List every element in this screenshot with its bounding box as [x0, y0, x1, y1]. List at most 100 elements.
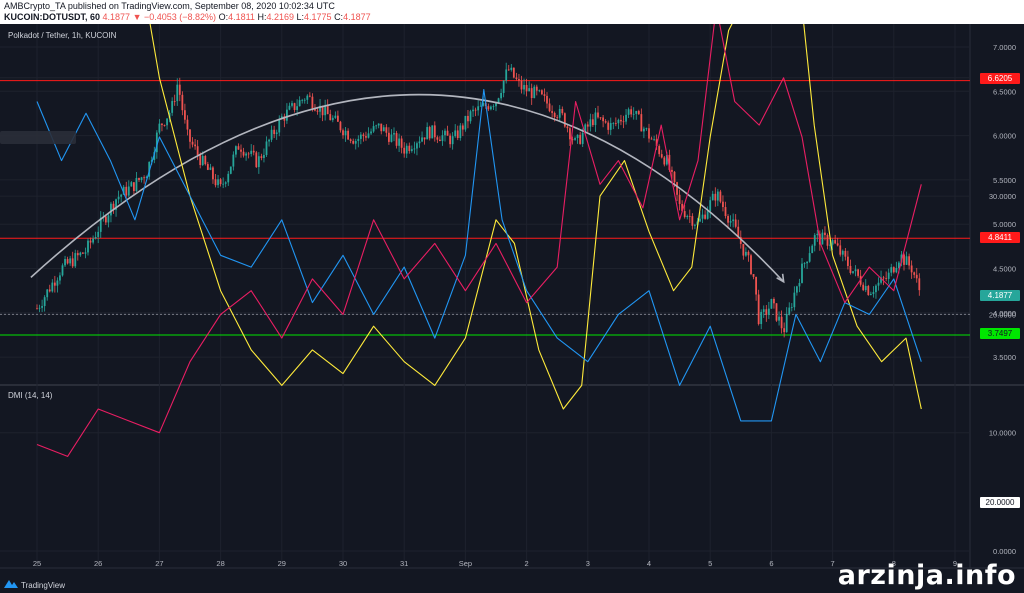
price-change: ▼ −0.4053 (−8.82%) — [132, 12, 217, 22]
candle-up — [97, 231, 100, 237]
candle-up — [472, 109, 474, 112]
candle-up — [581, 133, 584, 144]
candle-up — [576, 134, 579, 139]
candle-down — [915, 274, 918, 279]
candle-down — [839, 245, 842, 255]
candle-up — [375, 125, 378, 127]
candle-up — [324, 105, 327, 116]
arc-arrowhead — [776, 273, 785, 284]
candle-down — [836, 243, 839, 246]
candle-down — [507, 69, 510, 71]
candle-up — [574, 138, 576, 140]
candle-up — [171, 101, 174, 113]
candle-up — [176, 84, 179, 102]
candle-down — [184, 110, 186, 120]
candle-up — [816, 233, 819, 236]
open-label: O: — [218, 12, 229, 22]
candle-up — [87, 240, 89, 253]
candle-up — [222, 183, 225, 185]
candle-up — [864, 286, 867, 291]
candle-down — [189, 129, 191, 142]
candle-down — [428, 127, 431, 139]
candle-down — [780, 316, 783, 329]
candle-up — [209, 167, 212, 170]
low-label: L: — [296, 12, 305, 22]
candle-up — [699, 218, 701, 222]
candle-down — [650, 138, 653, 140]
candle-down — [474, 109, 477, 111]
candle-up — [880, 277, 882, 283]
candle-up — [426, 127, 429, 140]
symbol-label: KUCOIN:DOTUSDT, 60 — [4, 12, 101, 22]
candle-up — [227, 173, 230, 183]
candle-up — [505, 69, 508, 81]
candle-down — [449, 135, 451, 145]
candle-up — [609, 123, 612, 130]
candle-up — [900, 254, 903, 263]
candle-down — [365, 136, 367, 138]
candle-up — [665, 154, 668, 165]
candle-up — [696, 221, 699, 225]
candle-up — [217, 179, 219, 186]
candle-up — [898, 262, 900, 269]
candle-down — [252, 150, 255, 153]
candle-down — [857, 269, 859, 276]
candle-up — [382, 127, 385, 132]
dmi-series-adx — [149, 24, 922, 410]
candle-down — [403, 147, 406, 154]
candle-down — [362, 134, 365, 137]
candle-up — [46, 289, 49, 298]
candle-down — [212, 167, 214, 180]
candle-down — [186, 119, 189, 130]
candle-up — [372, 126, 375, 132]
candle-up — [145, 176, 148, 179]
candle-up — [729, 221, 732, 223]
candle-down — [408, 145, 411, 151]
dmi-pane-title: DMI (14, 14) — [8, 391, 53, 400]
candle-up — [490, 106, 492, 110]
candle-up — [418, 141, 421, 144]
candle-down — [530, 88, 533, 99]
candle-up — [278, 119, 281, 133]
candle-up — [69, 258, 72, 264]
candle-up — [444, 130, 446, 136]
candle-down — [867, 286, 870, 295]
tradingview-brand[interactable]: TradingView — [4, 579, 65, 591]
high-value: 4.2169 — [266, 12, 294, 22]
candle-up — [745, 251, 747, 256]
candle-down — [826, 235, 829, 246]
candle-down — [163, 125, 166, 126]
candle-up — [110, 203, 112, 216]
candle-up — [732, 219, 735, 222]
time-tick-label: 29 — [278, 559, 286, 568]
candle-down — [599, 117, 602, 119]
collapsed-legend[interactable] — [0, 131, 76, 144]
candle-down — [293, 103, 296, 110]
time-tick-label: 26 — [94, 559, 102, 568]
time-tick-label: 28 — [216, 559, 224, 568]
candle-up — [296, 106, 298, 110]
candle-up — [229, 166, 232, 174]
chart-background — [0, 24, 1024, 593]
candle-up — [767, 308, 770, 315]
candle-down — [722, 201, 724, 208]
candle-up — [482, 103, 485, 106]
candle-up — [405, 145, 408, 154]
candle-down — [775, 303, 778, 321]
candle-up — [250, 150, 253, 154]
candle-down — [487, 106, 490, 110]
candle-down — [423, 137, 426, 140]
candle-down — [112, 203, 115, 210]
candle-down — [602, 117, 604, 122]
candle-down — [181, 94, 184, 111]
candle-down — [849, 265, 852, 273]
chart-canvas[interactable]: 7.0000 6.5000 6.0000 5.5000 5.0000 4.5000 4.00… — [0, 24, 1024, 593]
candle-up — [890, 267, 893, 273]
candle-down — [204, 155, 207, 165]
candle-up — [257, 156, 260, 168]
candle-up — [778, 316, 780, 321]
candle-up — [872, 292, 875, 294]
candle-down — [326, 105, 329, 115]
candle-down — [620, 119, 622, 122]
candle-down — [436, 137, 439, 140]
